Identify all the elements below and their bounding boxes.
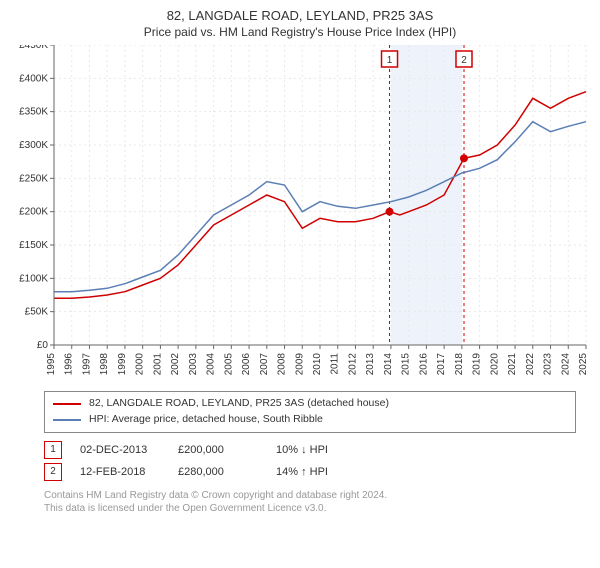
sale-marker-badge: 2	[456, 51, 472, 67]
legend-label: 82, LANGDALE ROAD, LEYLAND, PR25 3AS (de…	[89, 396, 389, 412]
y-tick-label: £250K	[19, 173, 48, 184]
x-tick-label: 2003	[188, 353, 199, 376]
sale-price: £280,000	[178, 466, 258, 478]
x-tick-label: 2002	[170, 353, 181, 376]
x-tick-label: 2024	[560, 353, 571, 376]
y-tick-label: £350K	[19, 107, 48, 118]
svg-text:2: 2	[461, 55, 467, 66]
x-tick-label: 2023	[543, 353, 554, 376]
x-tick-label: 2004	[206, 353, 217, 376]
x-tick-label: 2020	[489, 353, 500, 376]
legend: 82, LANGDALE ROAD, LEYLAND, PR25 3AS (de…	[44, 391, 576, 433]
price-line-chart: 1 2 £0 £50K £100K £150K £200K £250K £300K £350K £4…	[0, 45, 600, 385]
chart-title-line2: Price paid vs. HM Land Registry's House …	[0, 25, 600, 39]
sale-date: 02-DEC-2013	[80, 444, 160, 456]
y-tick-label: £400K	[19, 73, 48, 84]
x-tick-label: 1999	[117, 353, 128, 376]
x-tick-label: 2018	[454, 353, 465, 376]
svg-text:1: 1	[387, 55, 393, 66]
x-tick-label: 2016	[418, 353, 429, 376]
sale-delta: 10% ↓ HPI	[276, 444, 356, 456]
x-tick-label: 2021	[507, 353, 518, 376]
legend-swatch	[53, 419, 81, 421]
chart-title-line1: 82, LANGDALE ROAD, LEYLAND, PR25 3AS	[0, 8, 600, 23]
x-tick-label: 2011	[330, 353, 341, 375]
sale-date: 12-FEB-2018	[80, 466, 160, 478]
chart-container: 1 2 £0 £50K £100K £150K £200K £250K £300K £350K £4…	[0, 45, 600, 385]
x-tick-label: 2007	[259, 353, 270, 376]
x-tick-label: 2022	[525, 353, 536, 376]
sale-delta: 14% ↑ HPI	[276, 466, 356, 478]
legend-row: 82, LANGDALE ROAD, LEYLAND, PR25 3AS (de…	[53, 396, 567, 412]
x-tick-label: 2025	[578, 353, 589, 376]
footer-line2: This data is licensed under the Open Gov…	[44, 502, 576, 515]
y-tick-label: £0	[37, 340, 49, 351]
footer: Contains HM Land Registry data © Crown c…	[44, 489, 576, 515]
x-tick-label: 2019	[472, 353, 483, 376]
x-tick-label: 2009	[294, 353, 305, 376]
x-tick-label: 2010	[312, 353, 323, 376]
legend-swatch	[53, 403, 81, 405]
x-tick-label: 2014	[383, 353, 394, 376]
x-tick-label: 1995	[46, 353, 57, 376]
y-tick-label: £300K	[19, 140, 48, 151]
sale-dot	[460, 154, 468, 162]
y-tick-label: £50K	[25, 307, 49, 318]
x-tick-label: 2015	[401, 353, 412, 376]
y-tick-label: £200K	[19, 207, 48, 218]
footer-line1: Contains HM Land Registry data © Crown c…	[44, 489, 576, 502]
x-tick-label: 2017	[436, 353, 447, 376]
sale-row: 2 12-FEB-2018 £280,000 14% ↑ HPI	[44, 463, 576, 481]
sale-dot	[386, 208, 394, 216]
x-tick-label: 1996	[64, 353, 75, 376]
x-tick-label: 2013	[365, 353, 376, 376]
y-tick-label: £150K	[19, 240, 48, 251]
x-tick-label: 2005	[223, 353, 234, 376]
sales-table: 1 02-DEC-2013 £200,000 10% ↓ HPI 2 12-FEB-201…	[44, 441, 576, 481]
x-tick-label: 2000	[135, 353, 146, 376]
x-tick-label: 2012	[347, 353, 358, 376]
x-tick-label: 1997	[81, 353, 92, 376]
y-tick-label: £450K	[19, 45, 48, 51]
sale-badge: 2	[44, 463, 62, 481]
x-tick-label: 2008	[277, 353, 288, 376]
x-tick-label: 2006	[241, 353, 252, 376]
x-tick-label: 1998	[99, 353, 110, 376]
x-tick-label: 2001	[152, 353, 163, 376]
sale-marker-badge: 1	[382, 51, 398, 67]
legend-label: HPI: Average price, detached house, Sout…	[89, 412, 323, 428]
y-tick-label: £100K	[19, 273, 48, 284]
sale-price: £200,000	[178, 444, 258, 456]
sale-badge: 1	[44, 441, 62, 459]
legend-row: HPI: Average price, detached house, Sout…	[53, 412, 567, 428]
sale-row: 1 02-DEC-2013 £200,000 10% ↓ HPI	[44, 441, 576, 459]
